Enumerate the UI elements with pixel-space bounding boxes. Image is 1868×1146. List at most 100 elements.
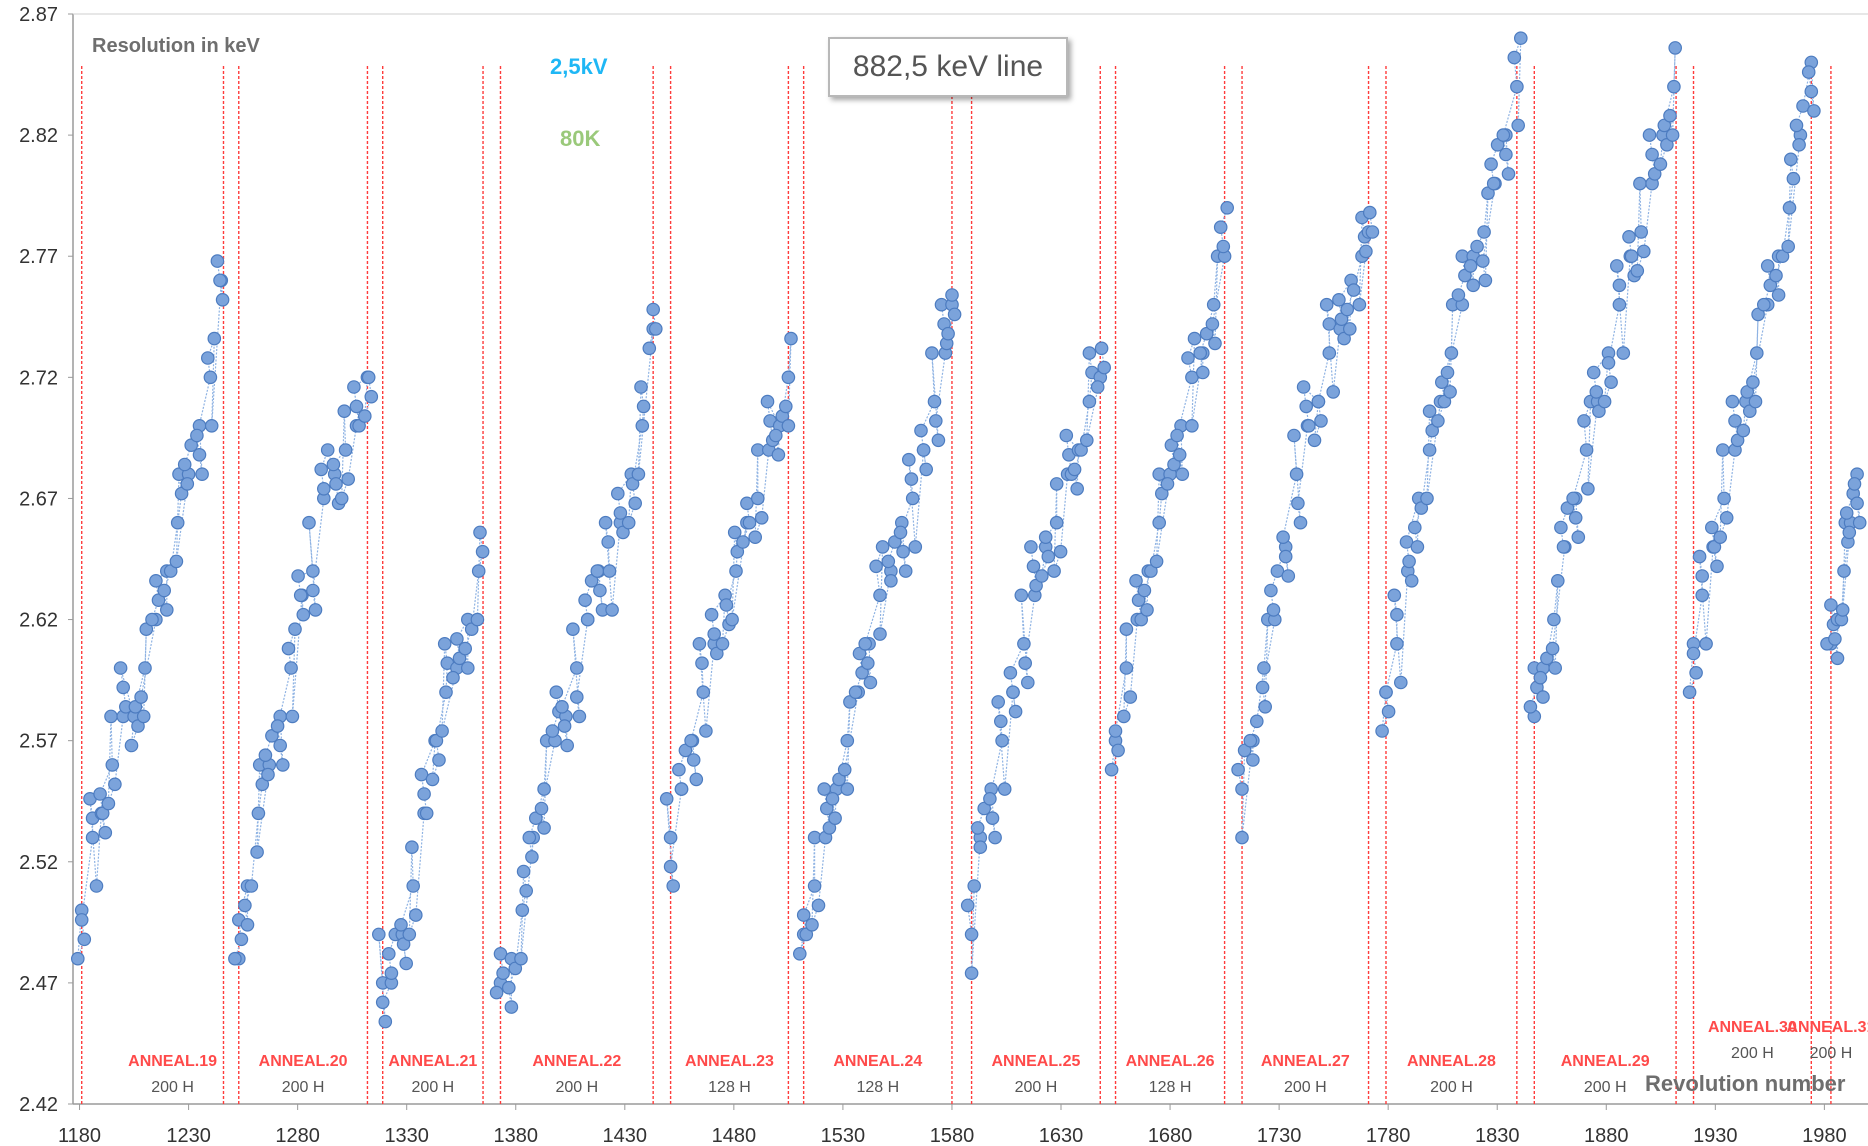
data-point <box>251 806 266 821</box>
data-point <box>736 535 750 549</box>
data-point <box>1319 297 1334 312</box>
data-point <box>1235 782 1249 796</box>
x-tick-label: 1280 <box>275 1125 320 1146</box>
data-point <box>1717 491 1731 506</box>
data-point <box>598 515 613 530</box>
data-point <box>244 879 259 893</box>
data-point <box>93 787 107 801</box>
data-point <box>371 927 386 942</box>
x-tick-label: 1930 <box>1693 1125 1738 1146</box>
data-point <box>270 719 285 733</box>
anneal-duration: 128 H <box>708 1079 751 1096</box>
data-point <box>405 840 419 854</box>
data-point <box>124 738 139 753</box>
data-point <box>1053 544 1068 559</box>
chart-title-box: 882,5 keV line <box>828 37 1068 97</box>
data-point <box>177 457 192 472</box>
x-tick-label: 1480 <box>712 1125 757 1146</box>
data-point <box>1264 583 1278 598</box>
data-point <box>1152 515 1166 530</box>
data-point <box>754 510 769 525</box>
data-point <box>699 724 713 738</box>
data-point <box>1359 244 1373 259</box>
data-point <box>190 428 204 443</box>
data-point <box>1035 569 1049 583</box>
data-point <box>1771 288 1786 302</box>
data-point <box>1536 690 1550 704</box>
data-point <box>973 840 988 854</box>
data-point <box>993 714 1008 729</box>
data-point <box>378 1014 393 1029</box>
data-point <box>471 564 486 578</box>
data-point <box>707 627 721 641</box>
data-point <box>689 772 704 787</box>
data-point <box>394 917 408 932</box>
anneal-duration: 200 H <box>1731 1045 1774 1062</box>
data-point <box>113 661 128 675</box>
data-point <box>1545 641 1560 656</box>
x-tick-label: 1830 <box>1475 1125 1520 1146</box>
data-point <box>1551 573 1565 588</box>
data-point <box>1196 365 1210 380</box>
data-point <box>1375 724 1389 738</box>
data-point <box>1119 622 1134 636</box>
data-point <box>201 351 215 365</box>
data-point <box>1220 201 1234 215</box>
data-point <box>760 394 775 409</box>
data-point <box>602 564 617 578</box>
data-point <box>1293 515 1308 530</box>
anneal-name: ANNEAL.19 <box>128 1053 217 1070</box>
anneal-name: ANNEAL.22 <box>532 1053 621 1070</box>
data-point <box>1213 220 1228 234</box>
data-point <box>1343 322 1357 336</box>
data-point <box>1604 375 1618 389</box>
data-point <box>1082 346 1097 360</box>
data-point <box>203 370 218 385</box>
data-point <box>970 821 985 835</box>
data-point <box>1842 525 1857 540</box>
data-point <box>338 443 353 457</box>
data-point <box>840 733 855 748</box>
data-point <box>1208 336 1222 351</box>
data-point <box>439 685 453 699</box>
data-point <box>750 491 765 506</box>
data-point <box>1408 520 1422 535</box>
data-point <box>1090 380 1105 394</box>
data-point <box>306 583 320 598</box>
data-point <box>417 787 431 801</box>
anneal-duration: 200 H <box>151 1079 194 1096</box>
data-point <box>1835 603 1850 617</box>
data-point <box>869 559 883 574</box>
data-point <box>1444 346 1459 360</box>
data-point <box>1484 157 1498 171</box>
anneal-name: ANNEAL.23 <box>685 1053 774 1070</box>
data-point <box>1699 636 1713 651</box>
data-point <box>180 477 195 491</box>
data-point <box>1804 84 1819 99</box>
data-point <box>402 927 417 942</box>
data-point <box>1097 360 1111 375</box>
x-tick-label: 1530 <box>821 1125 866 1146</box>
x-axis-label: Revolution number <box>1645 1071 1846 1096</box>
data-point <box>1326 385 1340 399</box>
data-point <box>837 762 852 777</box>
data-point <box>85 830 100 845</box>
data-point <box>1466 278 1480 293</box>
data-point <box>170 515 185 530</box>
data-point <box>134 690 148 704</box>
data-point <box>1486 176 1501 191</box>
y-tick-label: 2.62 <box>19 610 58 632</box>
data-point <box>501 980 516 995</box>
data-point <box>1523 699 1538 714</box>
data-point <box>1170 428 1184 443</box>
data-point <box>285 709 300 724</box>
data-point <box>1018 656 1032 670</box>
data-point <box>357 409 372 423</box>
data-point <box>646 302 660 317</box>
data-point <box>1172 447 1187 462</box>
data-point <box>983 791 997 806</box>
series-line <box>496 309 657 1008</box>
data-point <box>631 467 646 481</box>
data-point <box>1346 283 1361 297</box>
x-tick-label: 1780 <box>1366 1125 1411 1146</box>
